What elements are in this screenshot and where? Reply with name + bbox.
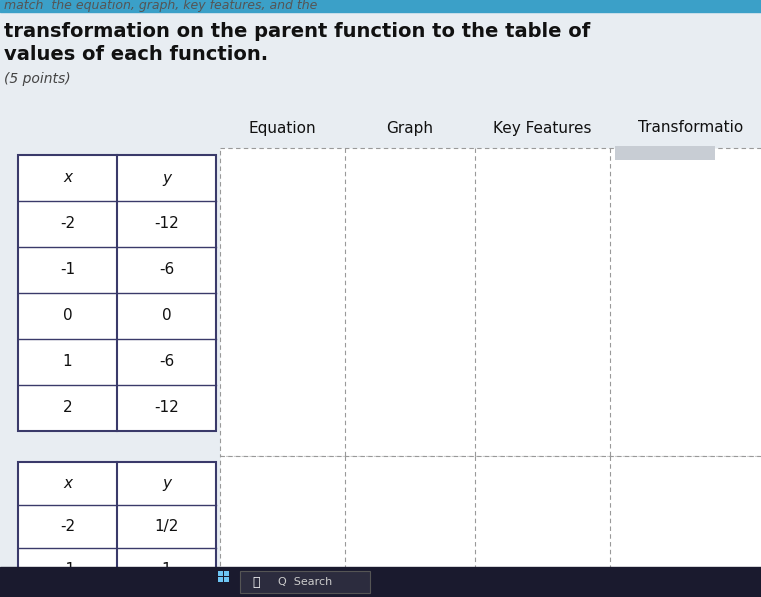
Text: values of each function.: values of each function. — [4, 45, 268, 64]
Text: Equation: Equation — [249, 121, 317, 136]
Text: -1: -1 — [60, 263, 75, 278]
Text: 1/2: 1/2 — [154, 519, 179, 534]
Text: -1: -1 — [60, 562, 75, 577]
Text: -2: -2 — [60, 217, 75, 232]
Bar — [224, 577, 229, 582]
Text: (5 points): (5 points) — [4, 72, 71, 86]
Text: -2: -2 — [60, 519, 75, 534]
Text: x: x — [63, 171, 72, 186]
Text: Graph: Graph — [387, 121, 434, 136]
Text: ⌕: ⌕ — [252, 576, 260, 589]
Text: -6: -6 — [159, 263, 174, 278]
Bar — [218, 571, 223, 576]
Text: 1: 1 — [62, 355, 72, 370]
Bar — [224, 571, 229, 576]
Text: 2: 2 — [62, 401, 72, 416]
Text: Q  Search: Q Search — [278, 577, 332, 587]
Text: Transformatio: Transformatio — [638, 121, 743, 136]
Text: 0: 0 — [62, 309, 72, 324]
Bar — [0, 0, 761, 12]
Bar — [615, 146, 715, 160]
Text: -12: -12 — [154, 217, 179, 232]
Bar — [0, 567, 761, 597]
Bar — [18, 155, 216, 431]
Bar — [240, 571, 370, 593]
Bar — [218, 577, 223, 582]
Text: x: x — [63, 476, 72, 491]
Text: match  the equation, graph, key features, and the: match the equation, graph, key features,… — [4, 0, 317, 13]
Text: 0: 0 — [161, 309, 171, 324]
Text: Key Features: Key Features — [493, 121, 592, 136]
Text: 1: 1 — [161, 562, 171, 577]
Text: y: y — [162, 171, 171, 186]
Text: -12: -12 — [154, 401, 179, 416]
Text: -6: -6 — [159, 355, 174, 370]
Text: transformation on the parent function to the table of: transformation on the parent function to… — [4, 22, 591, 41]
Bar — [18, 462, 216, 591]
Bar — [220, 148, 761, 456]
Text: y: y — [162, 476, 171, 491]
Bar — [220, 456, 761, 586]
